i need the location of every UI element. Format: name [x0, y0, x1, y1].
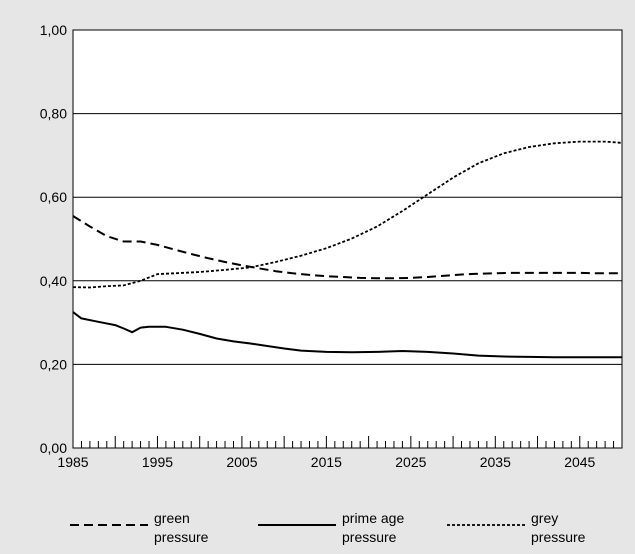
- series-line-grey-pressure: [72, 140, 623, 289]
- x-tick-label: 2005: [226, 454, 257, 470]
- y-tick-label: 0,80: [40, 106, 67, 122]
- series-line-prime-age-pressure: [72, 311, 622, 359]
- y-tick-label: 0,00: [40, 440, 67, 456]
- x-tick-label: 2045: [564, 454, 595, 470]
- plot-area: [72, 29, 623, 449]
- x-tick-label: 2015: [311, 454, 342, 470]
- minor-x-ticks: [72, 436, 623, 448]
- series-line-green-pressure: [72, 215, 622, 280]
- y-tick-label: 0,40: [40, 273, 67, 289]
- y-tick-label: 0,60: [40, 189, 67, 205]
- gridlines: [73, 113, 622, 365]
- legend-label: pressure: [154, 529, 209, 545]
- legend-label: grey: [531, 510, 558, 526]
- x-tick-labels: 1985 1995 2005 2015 2025 2035 2045: [57, 454, 595, 470]
- legend-label: prime age: [342, 510, 404, 526]
- y-tick-labels: 0,00 0,20 0,40 0,60 0,80 1,00: [40, 22, 67, 456]
- legend-label: pressure: [531, 529, 586, 545]
- y-tick-label: 1,00: [40, 22, 67, 38]
- series-lines: [72, 140, 623, 359]
- x-tick-label: 2025: [395, 454, 426, 470]
- x-tick-label: 2035: [480, 454, 511, 470]
- legend: green pressure prime age pressure grey pressu…: [70, 510, 586, 545]
- legend-label: pressure: [342, 529, 397, 545]
- y-tick-label: 0,20: [40, 356, 67, 372]
- legend-label: green: [154, 510, 190, 526]
- x-tick-label: 1985: [57, 454, 88, 470]
- x-tick-label: 1995: [142, 454, 173, 470]
